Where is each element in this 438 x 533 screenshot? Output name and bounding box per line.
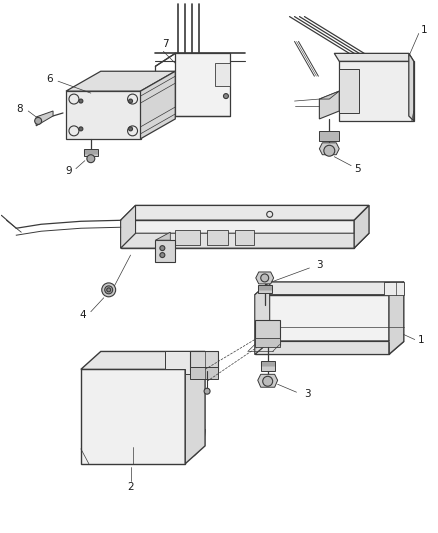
Text: 1: 1: [417, 335, 423, 344]
Polygon shape: [120, 220, 353, 248]
Circle shape: [159, 246, 165, 251]
Polygon shape: [175, 230, 200, 245]
Polygon shape: [353, 205, 368, 248]
Polygon shape: [257, 285, 271, 293]
Text: 2: 2: [127, 482, 134, 491]
Polygon shape: [318, 143, 339, 155]
Polygon shape: [66, 71, 175, 91]
Polygon shape: [185, 351, 205, 464]
Circle shape: [223, 94, 228, 99]
Circle shape: [323, 146, 334, 156]
Circle shape: [87, 155, 95, 163]
Polygon shape: [234, 230, 253, 245]
Polygon shape: [120, 205, 135, 248]
Polygon shape: [254, 282, 269, 354]
Circle shape: [128, 99, 132, 103]
Polygon shape: [81, 351, 205, 369]
Polygon shape: [383, 282, 403, 295]
Text: 5: 5: [353, 164, 360, 174]
Polygon shape: [388, 282, 403, 354]
Polygon shape: [120, 205, 368, 220]
Polygon shape: [155, 240, 175, 262]
Polygon shape: [190, 351, 218, 372]
Text: 4: 4: [79, 310, 86, 320]
Polygon shape: [207, 230, 227, 245]
Polygon shape: [165, 351, 205, 374]
Polygon shape: [408, 53, 413, 121]
Polygon shape: [339, 69, 358, 113]
Polygon shape: [36, 111, 53, 126]
Circle shape: [260, 274, 268, 282]
Polygon shape: [254, 320, 279, 344]
Polygon shape: [254, 282, 403, 295]
Text: 6: 6: [46, 74, 52, 84]
Circle shape: [79, 127, 83, 131]
Polygon shape: [84, 149, 98, 156]
Text: 7: 7: [162, 39, 168, 50]
Circle shape: [105, 286, 113, 294]
Circle shape: [204, 388, 209, 394]
Polygon shape: [257, 374, 277, 387]
Polygon shape: [254, 337, 279, 348]
Polygon shape: [215, 63, 230, 86]
Circle shape: [128, 127, 132, 131]
Polygon shape: [318, 91, 339, 119]
Circle shape: [102, 283, 115, 297]
Polygon shape: [190, 367, 218, 379]
Polygon shape: [255, 272, 273, 284]
Polygon shape: [260, 361, 274, 372]
Polygon shape: [318, 131, 339, 141]
Polygon shape: [254, 342, 403, 354]
Polygon shape: [81, 369, 185, 464]
Polygon shape: [66, 91, 140, 139]
Text: 3: 3: [315, 260, 322, 270]
Polygon shape: [318, 91, 339, 99]
Text: 9: 9: [66, 166, 72, 175]
Text: 8: 8: [16, 104, 22, 114]
Text: 1: 1: [420, 25, 426, 35]
Polygon shape: [254, 295, 388, 354]
Circle shape: [159, 253, 165, 257]
Polygon shape: [175, 53, 230, 116]
Circle shape: [262, 376, 272, 386]
Circle shape: [79, 99, 83, 103]
Circle shape: [106, 288, 110, 292]
Circle shape: [35, 117, 42, 124]
Polygon shape: [333, 53, 413, 61]
Text: 3: 3: [304, 389, 310, 399]
Polygon shape: [339, 61, 413, 121]
Polygon shape: [120, 233, 368, 248]
Polygon shape: [155, 232, 170, 240]
Polygon shape: [140, 71, 175, 139]
